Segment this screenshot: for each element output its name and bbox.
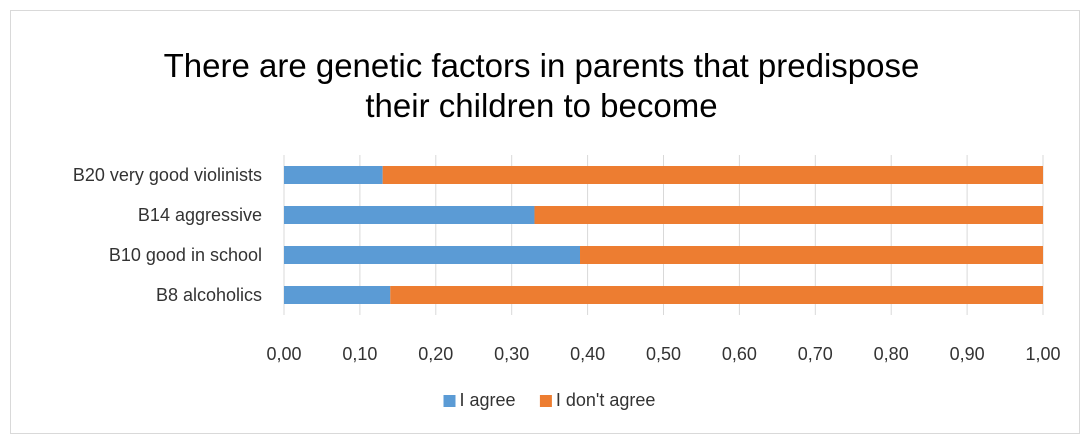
bar-agree — [284, 166, 383, 184]
bar-disagree — [580, 246, 1043, 264]
bar-disagree — [390, 286, 1043, 304]
legend-label: I don't agree — [556, 390, 656, 410]
x-tick-label: 0,70 — [798, 344, 833, 364]
y-category-label: B14 aggressive — [138, 205, 262, 225]
x-tick-label: 0,40 — [570, 344, 605, 364]
chart-title-line-1: There are genetic factors in parents tha… — [163, 47, 920, 84]
y-category-label: B20 very good violinists — [73, 165, 262, 185]
x-tick-label: 0,20 — [418, 344, 453, 364]
x-tick-label: 0,10 — [342, 344, 377, 364]
legend-swatch — [443, 395, 456, 407]
bar-disagree — [534, 206, 1043, 224]
y-category-label: B8 alcoholics — [156, 285, 262, 305]
bar-disagree — [382, 166, 1043, 184]
bar-agree — [284, 286, 391, 304]
x-tick-label: 0,90 — [950, 344, 985, 364]
legend-label: I agree — [460, 390, 516, 410]
x-tick-label: 0,60 — [722, 344, 757, 364]
bar-agree — [284, 206, 535, 224]
x-tick-label: 0,80 — [874, 344, 909, 364]
x-tick-label: 0,00 — [266, 344, 301, 364]
chart-title-line-2: their children to become — [365, 87, 718, 124]
x-tick-label: 0,50 — [646, 344, 681, 364]
chart-title: There are genetic factors in parents tha… — [0, 46, 1083, 126]
x-tick-label: 1,00 — [1025, 344, 1060, 364]
bar-agree — [284, 246, 581, 264]
y-category-label: B10 good in school — [109, 245, 262, 265]
legend-swatch — [539, 395, 552, 407]
x-tick-label: 0,30 — [494, 344, 529, 364]
